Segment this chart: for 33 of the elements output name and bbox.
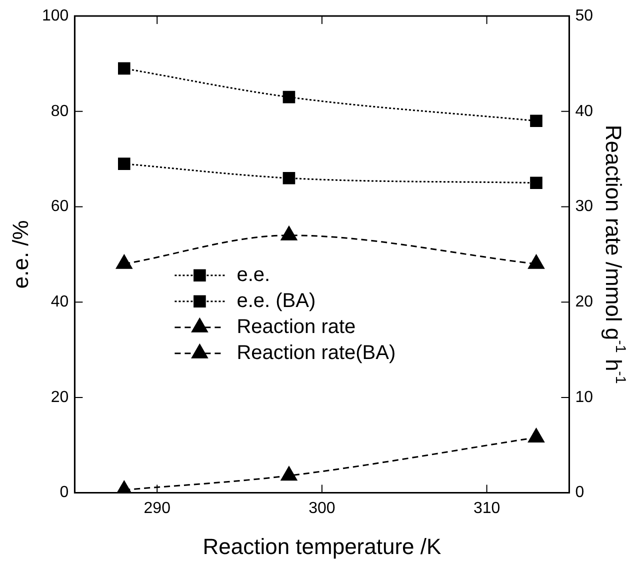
- y2-tick-label: 50: [575, 7, 594, 24]
- legend-label: Reaction rate: [236, 316, 356, 338]
- x-tick-label: 290: [144, 500, 171, 517]
- y2-tick-label: 40: [575, 102, 594, 120]
- x-tick-label: 300: [308, 500, 336, 517]
- point: [118, 62, 130, 75]
- point: [282, 172, 296, 184]
- y-tick-label: 100: [42, 7, 69, 24]
- y-tick-label: 0: [60, 484, 69, 502]
- y-tick-label: 80: [50, 102, 69, 120]
- y2-tick-label: 30: [575, 198, 594, 216]
- legend-label: e.e. (BA): [236, 290, 316, 312]
- y2-tick-label: 0: [575, 484, 584, 502]
- point: [280, 466, 298, 481]
- point: [116, 254, 132, 269]
- point: [530, 176, 542, 190]
- y2-tick-label: 10: [575, 388, 594, 406]
- legend-label: e.e.: [236, 264, 270, 286]
- x-tick-label: 310: [473, 500, 500, 517]
- legend-label: Reaction rate(BA): [236, 342, 396, 364]
- point: [282, 90, 296, 104]
- x-axis-title: Reaction temperature /K: [202, 534, 442, 560]
- y-tick-label: 20: [50, 388, 69, 406]
- point: [528, 428, 545, 442]
- point: [280, 226, 298, 240]
- y2-tick-label: 20: [575, 293, 594, 310]
- point: [118, 158, 130, 170]
- point: [528, 254, 545, 269]
- y-tick-label: 40: [50, 293, 69, 310]
- y-tick-label: 60: [50, 198, 69, 216]
- point: [530, 114, 542, 128]
- y2-axis-title: Reaction rate /mmol g-1 h-1: [600, 124, 628, 384]
- y-axis-title: e.e. /%: [8, 220, 34, 289]
